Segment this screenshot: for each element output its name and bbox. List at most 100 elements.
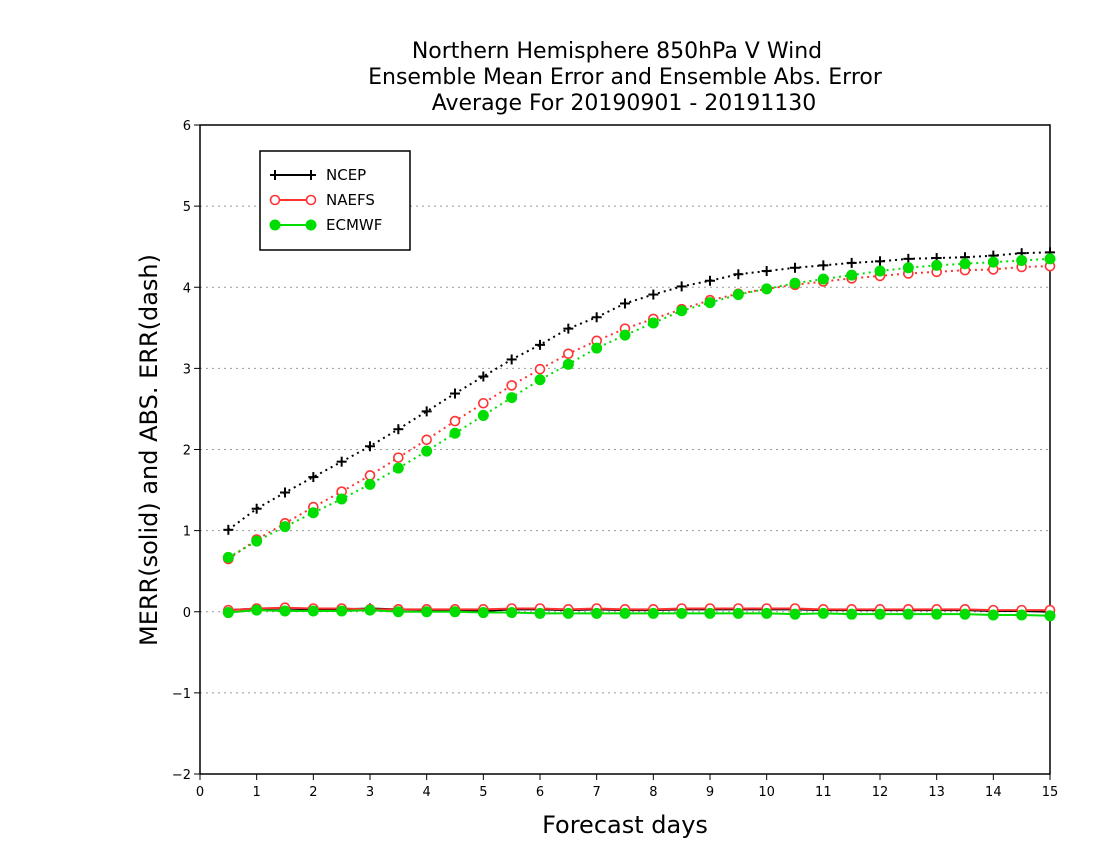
ecmwf-mean-err-point — [874, 608, 886, 620]
y-tick-label: 1 — [183, 525, 191, 540]
ecmwf-mean-err-point — [364, 604, 376, 616]
ncep-abs-err-point — [365, 441, 375, 452]
naefs-abs-err-point — [478, 397, 489, 409]
ncep-abs-err-point — [648, 289, 659, 300]
naefs-abs-err-point — [421, 434, 432, 446]
chart-title-line-3: Average For 20190901 - 20191130 — [432, 91, 817, 116]
ecmwf-mean-err-point — [1044, 610, 1056, 622]
ecmwf-abs-err-point — [336, 493, 348, 505]
ncep-abs-err-point — [705, 275, 715, 286]
y-tick-label: 2 — [183, 444, 191, 459]
ecmwf-abs-err-point — [477, 409, 489, 421]
naefs-abs-err-point — [364, 470, 376, 481]
ecmwf-mean-err-point — [817, 607, 829, 619]
ncep-abs-err-point — [223, 524, 234, 535]
ecmwf-abs-err-point — [562, 358, 574, 370]
ecmwf-abs-err-point — [761, 283, 773, 295]
ecmwf-abs-err-point — [931, 259, 943, 271]
ncep-abs-err-point — [421, 406, 432, 417]
ncep-abs-err-point — [761, 266, 772, 277]
ecmwf-abs-err-point — [279, 521, 291, 533]
x-tick-label: 7 — [593, 785, 601, 800]
y-tick-label: 4 — [183, 281, 191, 296]
ecmwf-abs-err-point — [534, 374, 546, 386]
ecmwf-abs-err-point — [421, 445, 433, 457]
ecmwf-abs-err-line — [227, 257, 1051, 559]
ecmwf-mean-err-point — [562, 607, 574, 619]
ncep-abs-err-point — [506, 354, 517, 365]
x-tick-label: 2 — [309, 785, 317, 800]
ecmwf-mean-err-point — [222, 607, 234, 619]
x-tick-label: 9 — [706, 785, 714, 800]
ecmwf-mean-err-point — [477, 607, 489, 619]
legend-ncep-label: NCEP — [326, 166, 366, 184]
x-tick-label: 4 — [423, 785, 431, 800]
x-tick-label: 13 — [928, 785, 945, 800]
x-tick-label: 12 — [872, 785, 889, 800]
ncep-abs-err-line — [227, 251, 1051, 531]
gridlines — [200, 205, 1050, 694]
legend-naefs-marker-right — [305, 194, 317, 206]
y-tick-label: −1 — [172, 687, 191, 702]
ncep-abs-err-point — [818, 260, 829, 271]
ncep-abs-err-point — [280, 487, 290, 498]
ncep-abs-err-point — [846, 257, 857, 268]
ecmwf-mean-err-point — [251, 604, 263, 616]
ecmwf-mean-err-point — [392, 606, 404, 618]
ecmwf-abs-err-point — [364, 478, 376, 490]
naefs-abs-err-line — [227, 265, 1051, 560]
ecmwf-abs-err-point — [732, 289, 744, 301]
ecmwf-abs-err-point — [817, 273, 829, 285]
ecmwf-mean-err-point — [931, 608, 943, 620]
ecmwf-mean-err-point — [846, 608, 858, 620]
ecmwf-abs-err-point — [1016, 254, 1028, 266]
y-tick-label: 3 — [183, 362, 191, 377]
ecmwf-abs-err-point — [987, 256, 999, 268]
naefs-abs-err-point — [563, 348, 574, 360]
chart-title-line-2: Ensemble Mean Error and Ensemble Abs. Er… — [368, 65, 883, 90]
ecmwf-abs-err-point — [392, 462, 404, 474]
ecmwf-mean-err-point — [902, 608, 914, 620]
ecmwf-abs-err-point — [902, 262, 914, 274]
ecmwf-mean-err-point — [421, 606, 433, 618]
naefs-abs-err-point — [449, 415, 461, 427]
ncep-abs-err-point — [336, 456, 347, 467]
ncep-abs-err-point — [676, 281, 687, 292]
ncep-abs-err-point — [308, 472, 319, 483]
chart-title-line-1: Northern Hemisphere 850hPa V Wind — [412, 39, 822, 64]
ecmwf-abs-err-point — [874, 265, 886, 277]
legend-naefs-marker-left — [269, 194, 281, 206]
ecmwf-mean-err-point — [506, 607, 518, 619]
ecmwf-mean-err-point — [987, 609, 999, 621]
ecmwf-mean-err-point — [336, 605, 348, 617]
ecmwf-mean-err-point — [279, 605, 291, 617]
ecmwf-mean-err-point — [761, 607, 773, 619]
ncep-abs-err-point — [535, 339, 545, 350]
legend-ecmwf-marker-right — [305, 219, 317, 231]
ecmwf-abs-err-point — [1044, 253, 1056, 265]
ecmwf-abs-err-point — [789, 277, 801, 289]
naefs-abs-err-point — [534, 363, 546, 375]
x-tick-label: 1 — [253, 785, 261, 800]
ecmwf-abs-err-point — [307, 507, 319, 519]
ecmwf-abs-err-point — [846, 269, 858, 281]
ecmwf-abs-err-point — [704, 297, 716, 309]
x-tick-label: 6 — [536, 785, 544, 800]
legend-ncep-marker-right — [306, 170, 316, 180]
x-tick-label: 11 — [815, 785, 832, 800]
ncep-abs-err-point — [563, 323, 574, 334]
series-layer — [222, 247, 1056, 622]
y-tick-label: −2 — [172, 768, 191, 783]
ncep-abs-err-point — [620, 298, 630, 309]
ncep-abs-err-point — [875, 256, 885, 267]
x-tick-label: 15 — [1042, 785, 1059, 800]
ecmwf-abs-err-point — [449, 427, 461, 439]
ncep-abs-err-point — [591, 312, 602, 323]
ecmwf-mean-err-point — [619, 607, 631, 619]
x-tick-label: 0 — [196, 785, 204, 800]
legend: NCEP NAEFS ECMWF — [259, 150, 411, 251]
ecmwf-mean-err-point — [704, 607, 716, 619]
ecmwf-abs-err-point — [506, 392, 518, 404]
ecmwf-mean-err-point — [1016, 609, 1028, 621]
